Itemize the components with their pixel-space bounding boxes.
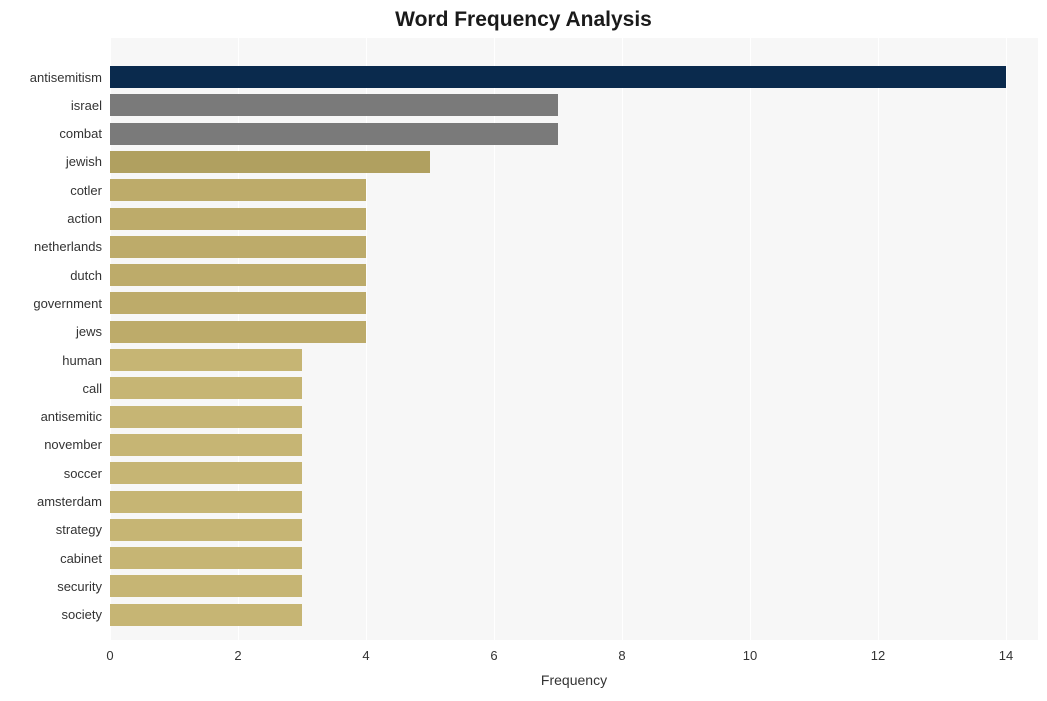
y-label: antisemitic (41, 410, 102, 423)
plot-area (110, 38, 1038, 640)
bar (110, 604, 302, 626)
x-tick-label: 2 (234, 648, 241, 663)
bar (110, 547, 302, 569)
gridline (878, 38, 879, 640)
y-label: amsterdam (37, 495, 102, 508)
y-label: call (82, 382, 102, 395)
y-label: action (67, 212, 102, 225)
x-tick-label: 12 (871, 648, 885, 663)
x-tick-label: 6 (490, 648, 497, 663)
gridline (622, 38, 623, 640)
bar (110, 349, 302, 371)
bar (110, 264, 366, 286)
gridline (1006, 38, 1007, 640)
bar (110, 406, 302, 428)
y-label: netherlands (34, 240, 102, 253)
x-tick-label: 14 (999, 648, 1013, 663)
gridline (750, 38, 751, 640)
bar (110, 491, 302, 513)
y-label: strategy (56, 523, 102, 536)
y-label: society (62, 608, 102, 621)
bar (110, 123, 558, 145)
x-axis-label: Frequency (110, 672, 1038, 688)
bar (110, 179, 366, 201)
y-label: cotler (70, 184, 102, 197)
x-tick-label: 4 (362, 648, 369, 663)
y-label: security (57, 580, 102, 593)
y-label: dutch (70, 269, 102, 282)
bar (110, 208, 366, 230)
y-label: government (33, 297, 102, 310)
y-label: human (62, 354, 102, 367)
y-label: cabinet (60, 552, 102, 565)
bar (110, 321, 366, 343)
x-tick-label: 8 (618, 648, 625, 663)
y-label: november (44, 438, 102, 451)
bar (110, 434, 302, 456)
y-label: antisemitism (30, 71, 102, 84)
y-label: israel (71, 99, 102, 112)
chart-container: Word Frequency Analysis Frequency 0 2 4 6 8 1… (0, 0, 1047, 701)
x-tick-label: 0 (106, 648, 113, 663)
bar (110, 66, 1006, 88)
chart-title: Word Frequency Analysis (0, 8, 1047, 32)
bar (110, 151, 430, 173)
y-label: soccer (64, 467, 102, 480)
bar (110, 292, 366, 314)
bar (110, 575, 302, 597)
bar (110, 462, 302, 484)
y-label: combat (59, 127, 102, 140)
y-label: jewish (66, 155, 102, 168)
y-label: jews (76, 325, 102, 338)
bar (110, 236, 366, 258)
bar (110, 519, 302, 541)
bar (110, 377, 302, 399)
bar (110, 94, 558, 116)
x-tick-label: 10 (743, 648, 757, 663)
